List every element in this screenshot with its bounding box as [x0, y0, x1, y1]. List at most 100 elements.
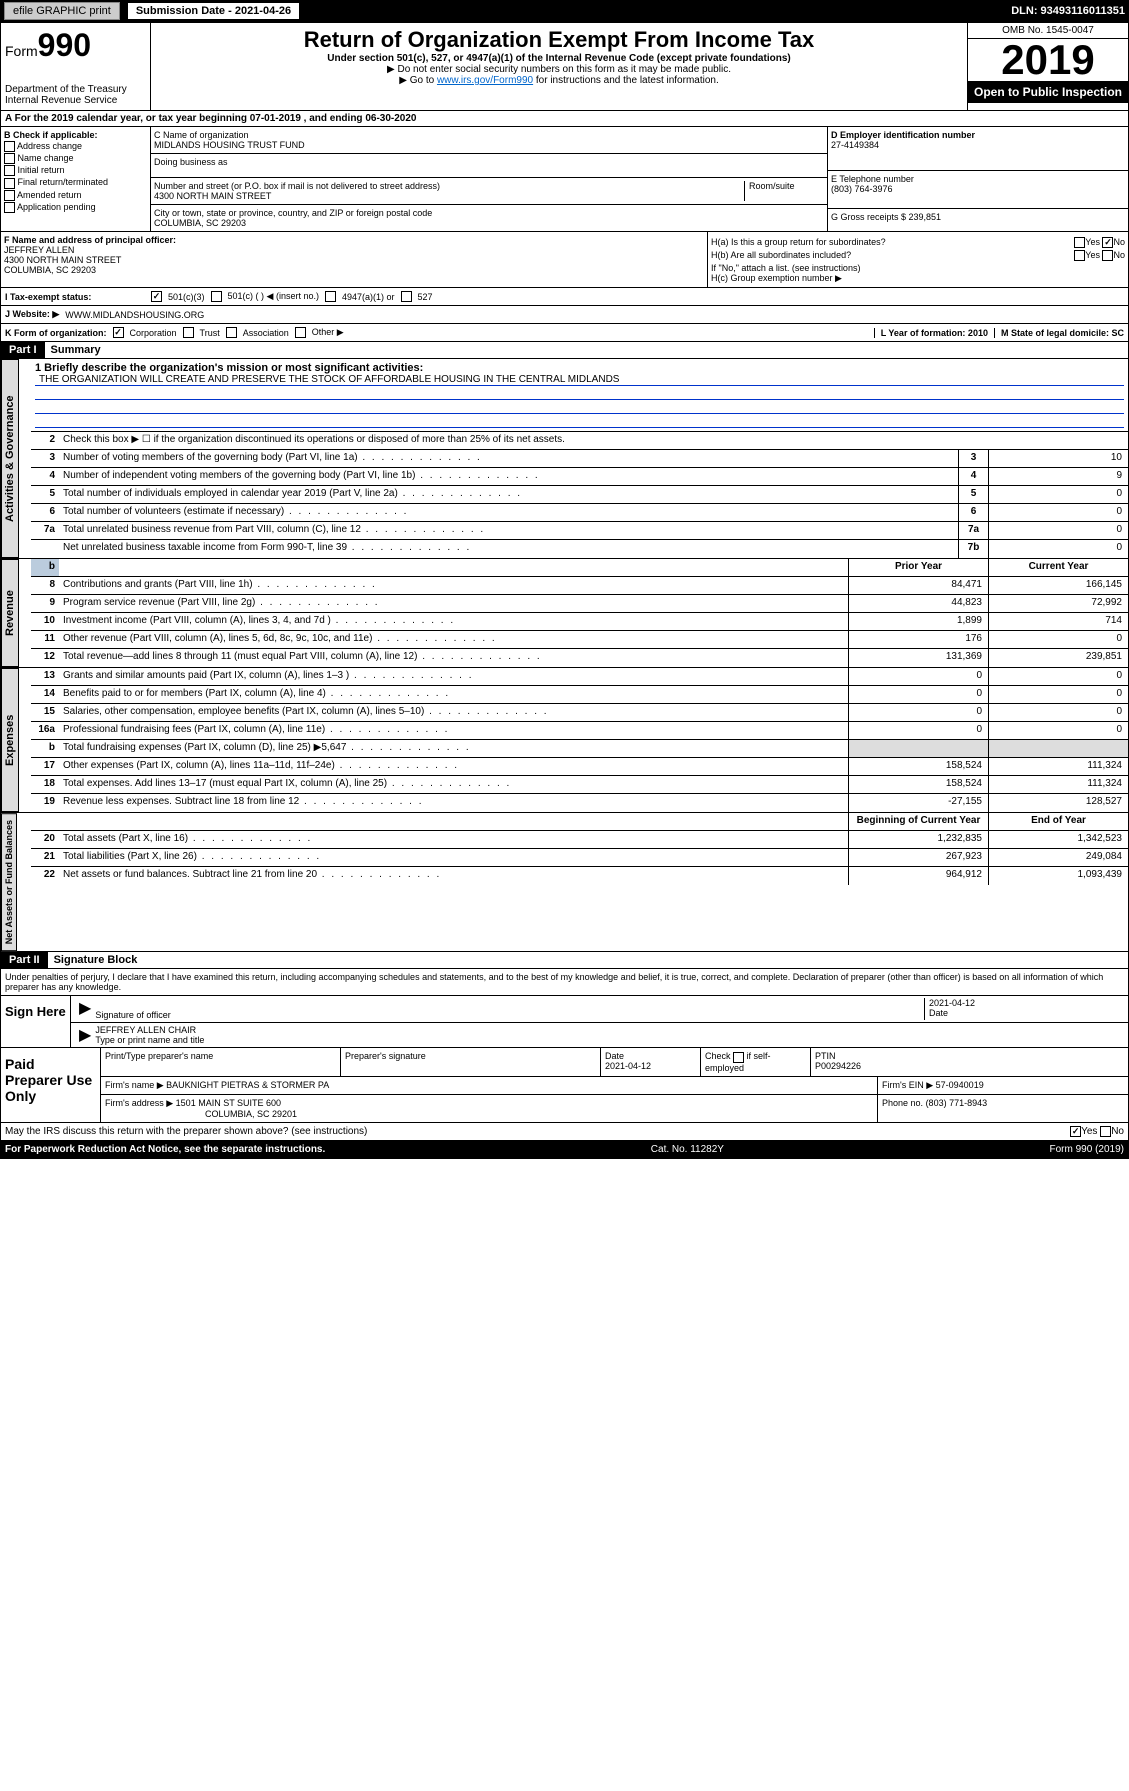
check-name-change[interactable]: Name change — [4, 153, 147, 164]
current-value — [988, 740, 1128, 757]
dept-treasury: Department of the Treasury — [5, 84, 146, 95]
irs-label: Internal Revenue Service — [5, 95, 146, 106]
goto-note: ▶ Go to www.irs.gov/Form990 for instruct… — [155, 75, 963, 86]
col-prior: Prior Year — [848, 559, 988, 576]
line-a: A For the 2019 calendar year, or tax yea… — [0, 111, 1129, 127]
summary-expenses: Expenses 13Grants and similar amounts pa… — [0, 668, 1129, 813]
discuss-yes[interactable] — [1070, 1126, 1081, 1137]
phone-label: E Telephone number — [831, 174, 1125, 184]
current-value: 239,851 — [988, 649, 1128, 667]
check-527[interactable] — [401, 291, 412, 302]
prior-value: 131,369 — [848, 649, 988, 667]
line-j: J Website: ▶ WWW.MIDLANDSHOUSING.ORG — [0, 306, 1129, 324]
summary-line: Revenue less expenses. Subtract line 18 … — [59, 794, 848, 812]
check-app-pending[interactable]: Application pending — [4, 202, 147, 213]
line2: Check this box ▶ ☐ if the organization d… — [59, 432, 1128, 449]
part-2-header: Part II Signature Block — [0, 952, 1129, 969]
check-address-change[interactable]: Address change — [4, 141, 147, 152]
check-assoc[interactable] — [226, 327, 237, 338]
perjury-text: Under penalties of perjury, I declare th… — [0, 969, 1129, 996]
org-name: MIDLANDS HOUSING TRUST FUND — [154, 140, 824, 150]
officer-addr2: COLUMBIA, SC 29203 — [4, 265, 704, 275]
summary-line: Other expenses (Part IX, column (A), lin… — [59, 758, 848, 775]
ssn-note: ▶ Do not enter social security numbers o… — [155, 64, 963, 75]
current-value: 128,527 — [988, 794, 1128, 812]
check-final-return[interactable]: Final return/terminated — [4, 177, 147, 188]
form-title: Return of Organization Exempt From Incom… — [155, 27, 963, 53]
state-domicile: M State of legal domicile: SC — [994, 328, 1124, 338]
check-amended[interactable]: Amended return — [4, 190, 147, 201]
sign-here-section: Sign Here ▶ Signature of officer 2021-04… — [0, 996, 1129, 1048]
summary-line: Total number of individuals employed in … — [59, 486, 958, 503]
current-value: 1,342,523 — [988, 831, 1128, 848]
ptin: P00294226 — [815, 1061, 861, 1071]
current-value: 0 — [988, 722, 1128, 739]
current-value: 72,992 — [988, 595, 1128, 612]
room-label: Room/suite — [744, 181, 824, 201]
check-initial-return[interactable]: Initial return — [4, 165, 147, 176]
paid-preparer-label: Paid Preparer Use Only — [1, 1048, 101, 1121]
current-value: 0 — [988, 631, 1128, 648]
sign-here-label: Sign Here — [1, 996, 71, 1047]
current-value: 111,324 — [988, 776, 1128, 793]
prior-value: 0 — [848, 686, 988, 703]
footer-bar: For Paperwork Reduction Act Notice, see … — [0, 1141, 1129, 1159]
form-ref: Form 990 (2019) — [1050, 1144, 1124, 1155]
officer-label: F Name and address of principal officer: — [4, 235, 704, 245]
summary-line: Total expenses. Add lines 13–17 (must eq… — [59, 776, 848, 793]
current-value: 111,324 — [988, 758, 1128, 775]
paid-preparer-section: Paid Preparer Use Only Print/Type prepar… — [0, 1048, 1129, 1122]
summary-line: Total number of volunteers (estimate if … — [59, 504, 958, 521]
summary-line: Number of voting members of the governin… — [59, 450, 958, 467]
current-value: 249,084 — [988, 849, 1128, 866]
current-value: 714 — [988, 613, 1128, 630]
current-value: 0 — [988, 668, 1128, 685]
check-corp[interactable] — [113, 327, 124, 338]
check-other[interactable] — [295, 327, 306, 338]
cat-no: Cat. No. 11282Y — [651, 1144, 724, 1155]
prior-value: 1,899 — [848, 613, 988, 630]
prior-value: -27,155 — [848, 794, 988, 812]
city-label: City or town, state or province, country… — [154, 208, 824, 218]
hb-note: If "No," attach a list. (see instruction… — [711, 263, 1125, 273]
col-current: Current Year — [988, 559, 1128, 576]
vlabel-netassets: Net Assets or Fund Balances — [1, 813, 17, 951]
summary-line: Program service revenue (Part VIII, line… — [59, 595, 848, 612]
summary-line: Net assets or fund balances. Subtract li… — [59, 867, 848, 885]
summary-line: Net unrelated business taxable income fr… — [59, 540, 958, 558]
check-501c[interactable] — [211, 291, 222, 302]
section-b-to-g: B Check if applicable: Address change Na… — [0, 127, 1129, 232]
officer-name-title: JEFFREY ALLEN CHAIR — [95, 1025, 1124, 1035]
preparer-sig-label: Preparer's signature — [341, 1048, 601, 1075]
prior-value: 267,923 — [848, 849, 988, 866]
check-4947[interactable] — [325, 291, 336, 302]
firm-ein: 57-0940019 — [936, 1080, 984, 1090]
col-end: End of Year — [988, 813, 1128, 830]
tax-year: 2019 — [968, 39, 1128, 81]
current-value: 0 — [988, 704, 1128, 721]
check-trust[interactable] — [183, 327, 194, 338]
mission-text: THE ORGANIZATION WILL CREATE AND PRESERV… — [35, 374, 1124, 386]
summary-value: 0 — [988, 522, 1128, 539]
open-public: Open to Public Inspection — [968, 81, 1128, 103]
current-value: 1,093,439 — [988, 867, 1128, 885]
summary-line: Number of independent voting members of … — [59, 468, 958, 485]
summary-line: Total liabilities (Part X, line 26) — [59, 849, 848, 866]
summary-value: 0 — [988, 486, 1128, 503]
prior-value: 964,912 — [848, 867, 988, 885]
summary-line: Professional fundraising fees (Part IX, … — [59, 722, 848, 739]
efile-btn[interactable]: efile GRAPHIC print — [4, 2, 120, 20]
summary-line: Salaries, other compensation, employee b… — [59, 704, 848, 721]
summary-value: 9 — [988, 468, 1128, 485]
irs-link[interactable]: www.irs.gov/Form990 — [437, 75, 533, 86]
hb-label: H(b) Are all subordinates included? — [711, 250, 851, 261]
phone-value: (803) 764-3976 — [831, 184, 1125, 194]
hc-label: H(c) Group exemption number ▶ — [711, 273, 1125, 284]
check-501c3[interactable] — [151, 291, 162, 302]
preparer-name-label: Print/Type preparer's name — [101, 1048, 341, 1075]
form-header: Form990 Department of the Treasury Inter… — [0, 22, 1129, 111]
discuss-no[interactable] — [1100, 1126, 1111, 1137]
street-address: 4300 NORTH MAIN STREET — [154, 191, 744, 201]
summary-line: Grants and similar amounts paid (Part IX… — [59, 668, 848, 685]
current-value: 166,145 — [988, 577, 1128, 594]
